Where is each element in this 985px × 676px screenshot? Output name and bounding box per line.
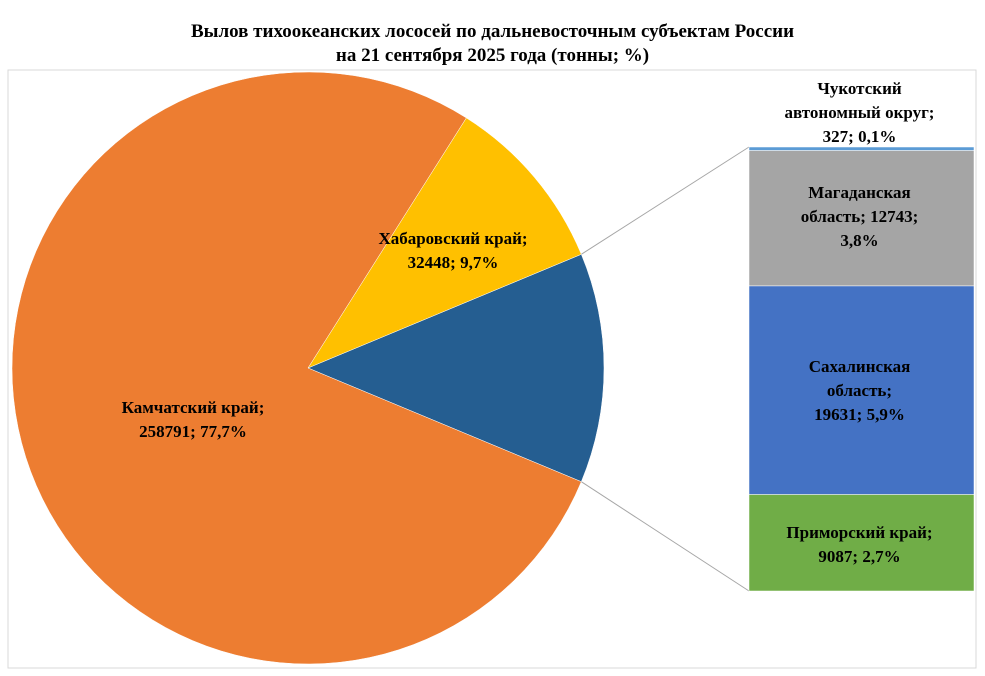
data-label-хабаровский-край: Хабаровский край; 32448; 9,7% xyxy=(378,229,527,272)
bar-segment-чукотский-автономный-округ xyxy=(748,146,975,151)
connector-lines xyxy=(581,146,750,592)
connector-line-top xyxy=(581,146,750,255)
pie-slice-камчатский-край xyxy=(11,71,582,665)
connector-line-bottom xyxy=(581,481,750,592)
breakdown-bar xyxy=(748,146,975,592)
plot-area-border xyxy=(7,69,977,669)
chart-title-line-1: Вылов тихоокеанских лососей по дальневос… xyxy=(190,21,795,42)
data-labels: Камчатский край; 258791; 77,7% Хабаровский… xyxy=(122,79,935,566)
bar-segment-сахалинская-область xyxy=(748,285,975,495)
data-label-сахалинская-область: Сахалинская область; 19631; 5,9% xyxy=(809,357,911,424)
pie-slice-хабаровский-край xyxy=(307,117,582,369)
data-label-приморский-край: Приморский край; 9087; 2,7% xyxy=(786,523,932,566)
bar-segment-магаданская-область xyxy=(748,150,975,287)
bar-segment-приморский-край xyxy=(748,494,975,592)
data-label-чукотский-автономный-округ: Чукотский автономный округ; 327; 0,1% xyxy=(785,79,935,146)
chart-title-line-2: на 21 сентября 2025 года (тонны; %) xyxy=(335,45,650,66)
data-label-магаданская-область: Магаданская область; 12743; 3,8% xyxy=(801,183,919,250)
chart-title: Вылов тихоокеанских лососей по дальневос… xyxy=(0,20,985,68)
pie-slice-other xyxy=(307,253,605,483)
data-label-камчатский-край: Камчатский край; 258791; 77,7% xyxy=(122,398,265,441)
pie xyxy=(11,71,605,665)
